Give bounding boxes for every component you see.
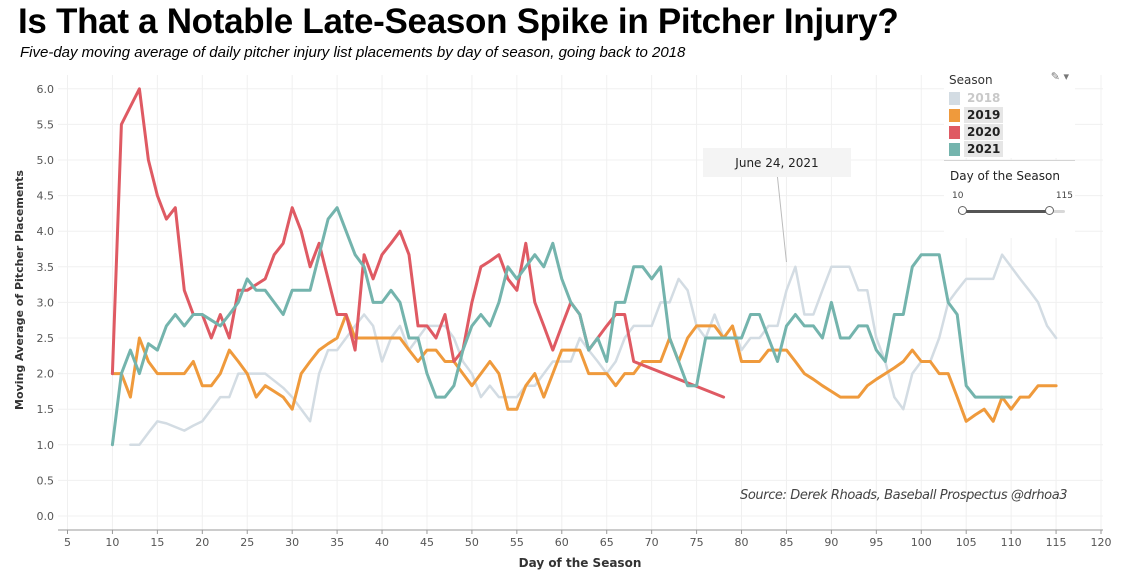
y-tick-label: 0.0 bbox=[37, 510, 55, 523]
legend-swatch-2018 bbox=[949, 91, 960, 105]
y-tick-label: 1.0 bbox=[37, 439, 55, 452]
tooltip-annotation: June 24, 2021 bbox=[703, 148, 851, 177]
y-tick-label: 6.0 bbox=[37, 83, 55, 96]
legend-item-2020[interactable]: 2020 bbox=[949, 124, 1004, 140]
chart-title: Is That a Notable Late-Season Spike in P… bbox=[18, 2, 899, 41]
annotation-leader-line bbox=[776, 176, 787, 263]
slider-min-label: 10 bbox=[952, 191, 964, 201]
axes: 0.0 0.5 1.0 1.5 2.0 2.5 3.0 3.5 4.0 4.5 5.0 5.5 6.0 5… bbox=[37, 83, 1112, 549]
y-tick-label: 3.0 bbox=[37, 296, 55, 309]
y-axis-label: Moving Average of Pitcher Placements bbox=[13, 170, 26, 410]
series-line-2019[interactable] bbox=[110, 313, 1058, 423]
x-tick-label: 50 bbox=[465, 536, 479, 549]
x-tick-label: 55 bbox=[510, 536, 524, 549]
x-tick-label: 120 bbox=[1091, 536, 1112, 549]
slider-fill bbox=[958, 210, 1050, 213]
y-tick-label: 2.5 bbox=[37, 332, 55, 345]
x-tick-label: 65 bbox=[600, 536, 614, 549]
x-tick-label: 100 bbox=[911, 536, 932, 549]
x-tick-label: 80 bbox=[735, 536, 749, 549]
y-tick-label: 5.5 bbox=[37, 118, 55, 131]
series-line-2021[interactable] bbox=[110, 206, 1013, 447]
x-tick-label: 35 bbox=[330, 536, 344, 549]
legend-label: 2018 bbox=[967, 91, 1001, 105]
legend-swatch-2021 bbox=[949, 142, 960, 156]
legend-item-2018[interactable]: 2018 bbox=[949, 90, 1003, 106]
series-lines bbox=[110, 87, 1058, 447]
y-tick-label: 4.5 bbox=[37, 190, 55, 203]
x-tick-label: 15 bbox=[150, 536, 164, 549]
x-tick-label: 30 bbox=[285, 536, 299, 549]
x-tick-label: 105 bbox=[956, 536, 977, 549]
legend-label: 2019 bbox=[964, 107, 1004, 123]
pen-dropdown-icon[interactable]: ✎ ▾ bbox=[1050, 70, 1069, 83]
day-range-filter: Day of the Season 10 115 bbox=[944, 160, 1075, 238]
legend-label: 2021 bbox=[964, 141, 1004, 157]
x-tick-label: 75 bbox=[690, 536, 704, 549]
season-legend: Season ✎ ▾ 2018 2019 2020 2021 bbox=[944, 68, 1075, 158]
series-line-2018[interactable] bbox=[129, 253, 1058, 447]
x-tick-label: 5 bbox=[64, 536, 71, 549]
annotation-layer bbox=[776, 176, 787, 263]
y-tick-label: 2.0 bbox=[37, 368, 55, 381]
slider-track[interactable] bbox=[958, 206, 1065, 215]
y-tick-label: 1.5 bbox=[37, 403, 55, 416]
x-tick-label: 90 bbox=[824, 536, 838, 549]
y-tick-label: 4.0 bbox=[37, 225, 55, 238]
legend-item-2019[interactable]: 2019 bbox=[949, 107, 1004, 123]
legend-item-2021[interactable]: 2021 bbox=[949, 141, 1004, 157]
x-tick-label: 70 bbox=[645, 536, 659, 549]
source-note: Source: Derek Rhoads, Baseball Prospectu… bbox=[740, 488, 1068, 503]
slider-title: Day of the Season bbox=[950, 169, 1060, 183]
slider-max-label: 115 bbox=[1055, 191, 1073, 201]
x-tick-label: 60 bbox=[555, 536, 569, 549]
slider-max-handle[interactable] bbox=[1045, 206, 1055, 215]
x-tick-label: 110 bbox=[1001, 536, 1022, 549]
x-tick-label: 10 bbox=[105, 536, 119, 549]
y-tick-label: 3.5 bbox=[37, 261, 55, 274]
x-tick-label: 95 bbox=[869, 536, 883, 549]
x-tick-label: 20 bbox=[195, 536, 209, 549]
series-line-2020[interactable] bbox=[110, 87, 726, 399]
slider-min-handle[interactable] bbox=[958, 206, 967, 215]
legend-swatch-2020 bbox=[949, 125, 960, 139]
legend-swatch-2019 bbox=[949, 108, 960, 122]
y-tick-label: 5.0 bbox=[37, 154, 55, 167]
y-tick-label: 0.5 bbox=[37, 474, 55, 487]
chart-subtitle: Five-day moving average of daily pitcher… bbox=[20, 44, 686, 61]
x-tick-label: 115 bbox=[1046, 536, 1067, 549]
legend-title: Season bbox=[949, 73, 993, 87]
x-tick-label: 45 bbox=[420, 536, 434, 549]
x-tick-label: 85 bbox=[779, 536, 793, 549]
x-axis-label: Day of the Season bbox=[519, 556, 642, 570]
x-tick-label: 25 bbox=[240, 536, 254, 549]
x-tick-label: 40 bbox=[375, 536, 389, 549]
legend-label: 2020 bbox=[964, 124, 1004, 140]
